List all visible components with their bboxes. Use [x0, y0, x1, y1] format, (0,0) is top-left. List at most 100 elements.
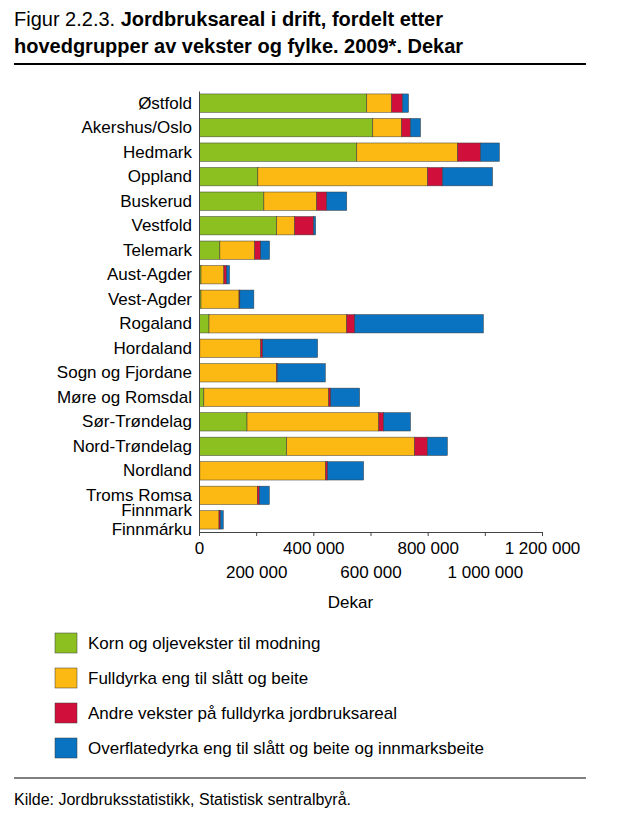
y-tick: Nord-Trøndelag: [73, 437, 192, 456]
bar-segment: [277, 364, 325, 382]
bar-segment: [199, 192, 264, 210]
x-tick-label: 600 000: [340, 563, 401, 582]
bar-segment: [367, 94, 392, 112]
bar-segment: [258, 167, 428, 185]
legend-swatch: [55, 633, 77, 653]
bar-segment: [415, 437, 428, 455]
x-tick-mark: [256, 532, 257, 536]
bar-segment: [347, 315, 355, 333]
y-tick-label: FinnmarkFinnmárku: [112, 501, 193, 539]
source-rule: [14, 778, 586, 779]
bar-segment: [199, 486, 257, 504]
bar-segment: [199, 217, 277, 235]
bar-segment: [357, 143, 458, 161]
bar-segment: [428, 167, 443, 185]
bar-segment: [379, 413, 384, 431]
bar-segment: [200, 462, 326, 480]
x-tick: 200 000: [226, 532, 287, 582]
bar-segment: [402, 118, 411, 136]
bar-segment: [199, 241, 220, 259]
y-tick: Hordaland: [114, 339, 192, 358]
y-tick: Buskerud: [120, 192, 192, 211]
bar-segment: [220, 511, 223, 529]
x-tick-mark: [428, 532, 429, 536]
y-tick: Aust-Agder: [107, 265, 192, 284]
y-axis-line: [199, 92, 200, 533]
x-tick-label: 200 000: [226, 563, 287, 582]
y-tick-label: Hordaland: [114, 339, 192, 358]
bar-segment: [227, 266, 230, 284]
legend: Korn og oljevekster til modning Fulldyrka…: [55, 633, 484, 758]
y-tick: Sør-Trøndelag: [82, 412, 192, 431]
series-1: [199, 94, 458, 529]
legend-label: Korn og oljevekster til modning: [88, 634, 320, 653]
y-tick: Hedmark: [123, 143, 192, 162]
bar-segment: [355, 315, 484, 333]
y-tick: Nordland: [123, 461, 192, 480]
y-tick: FinnmarkFinnmárku: [112, 501, 193, 539]
bar-segment: [199, 437, 287, 455]
y-tick: Vestfold: [132, 216, 193, 235]
y-tick: Rogaland: [119, 314, 192, 333]
bar-segment: [209, 315, 347, 333]
bar-segment: [443, 167, 493, 185]
legend-swatch: [55, 738, 77, 758]
y-tick-label: Vestfold: [132, 216, 193, 235]
y-tick-label: Aust-Agder: [107, 265, 192, 284]
bar-segment: [199, 315, 209, 333]
series-2: [219, 94, 481, 529]
x-tick-mark: [371, 532, 372, 536]
y-tick: Oppland: [128, 167, 192, 186]
bar-segment: [201, 266, 224, 284]
x-axis-line: [200, 533, 543, 537]
legend-label: Andre vekster på fulldyrka jordbruksarea…: [88, 704, 397, 723]
y-tick-label: Vest-Agder: [108, 290, 192, 309]
y-axis: ØstfoldAkershus/OsloHedmarkOpplandBusker…: [57, 92, 200, 539]
title-group: Figur 2.2.3. Jordbruksareal i drift, for…: [14, 8, 463, 57]
x-tick-mark: [313, 532, 314, 536]
bar-segment: [295, 217, 314, 235]
bar-segment: [200, 339, 261, 357]
bar-segment: [326, 462, 328, 480]
bar-segment: [329, 388, 331, 406]
bar-segment: [199, 94, 367, 112]
y-tick-label: Nord-Trøndelag: [73, 437, 192, 456]
bar-segment: [411, 118, 421, 136]
x-axis: 0200 000400 000600 000800 0001 000 0001 …: [195, 532, 581, 582]
title-rule: [14, 63, 586, 65]
bar-segment: [427, 437, 447, 455]
y-tick-label: Oppland: [128, 167, 192, 186]
bar-segment: [199, 118, 373, 136]
x-tick-label: 400 000: [283, 539, 344, 558]
x-tick: 400 000: [283, 532, 344, 558]
title: Figur 2.2.3. Jordbruksareal i drift, for…: [14, 8, 463, 57]
y-tick: Sogn og Fjordane: [57, 363, 192, 382]
bar-segment: [200, 364, 277, 382]
y-tick-label: Hedmark: [123, 143, 192, 162]
y-tick: Vest-Agder: [108, 290, 192, 309]
chart: Figur 2.2.3. Jordbruksareal i drift, for…: [0, 0, 622, 817]
bar-segment: [204, 388, 329, 406]
bar-segment: [240, 290, 254, 308]
y-tick-label: Sogn og Fjordane: [57, 363, 192, 382]
y-tick-label: Rogaland: [119, 314, 192, 333]
x-tick-mark: [199, 532, 200, 536]
bar-segment: [257, 486, 259, 504]
x-tick: 1 200 000: [505, 532, 581, 558]
x-tick-label: 1 200 000: [505, 539, 581, 558]
bar-segment: [199, 413, 247, 431]
bar-segment: [287, 437, 415, 455]
series-3: [220, 94, 499, 529]
bar-segment: [264, 192, 317, 210]
bar-segment: [261, 241, 270, 259]
x-tick-label: 1 000 000: [448, 563, 524, 582]
y-tick-label: Telemark: [123, 241, 192, 260]
bar-segment: [392, 94, 403, 112]
bar-segment: [328, 462, 364, 480]
legend-label: Fulldyrka eng til slått og beite: [88, 669, 308, 688]
bar-segment: [317, 192, 327, 210]
bar-segment: [199, 511, 219, 529]
x-axis-title: Dekar: [328, 593, 374, 612]
y-tick-label: Møre og Romsdal: [57, 388, 192, 407]
bar-segment: [481, 143, 500, 161]
